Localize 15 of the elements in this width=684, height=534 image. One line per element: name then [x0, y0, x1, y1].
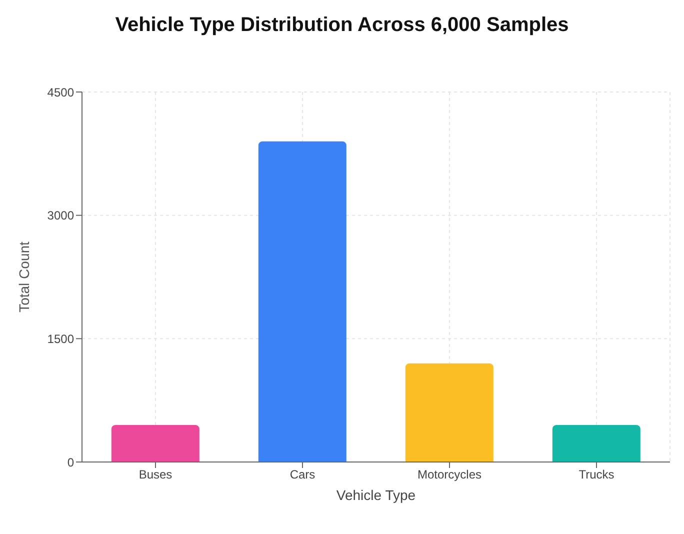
bar	[111, 425, 200, 462]
x-tick-label: Buses	[138, 468, 172, 482]
y-tick-label: 1500	[47, 332, 74, 346]
x-tick-label: Trucks	[578, 468, 614, 482]
y-tick-label: 3000	[47, 208, 74, 223]
bar	[405, 363, 494, 462]
bar	[258, 141, 346, 462]
x-axis-title: Vehicle Type	[336, 487, 416, 503]
x-tick-label: Motorcycles	[417, 468, 482, 482]
y-axis-title: Total Count	[16, 241, 32, 312]
chart-title: Vehicle Type Distribution Across 6,000 Samples	[114, 14, 570, 38]
x-tick-label: Cars	[290, 468, 316, 482]
y-tick-label: 0	[67, 455, 74, 470]
bar	[552, 425, 640, 462]
y-tick-label: 4500	[47, 85, 74, 100]
